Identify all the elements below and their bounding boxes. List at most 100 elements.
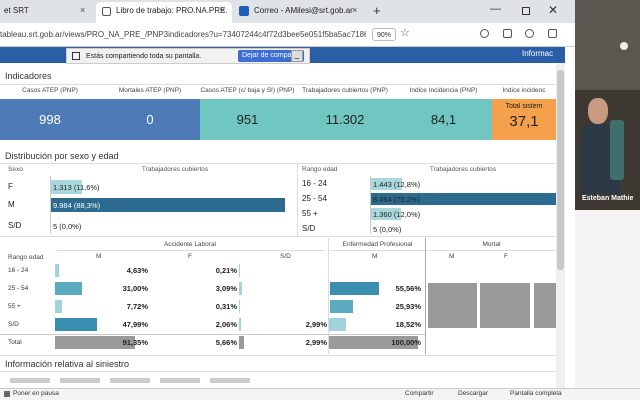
bookmark-star[interactable]: ☆: [400, 27, 410, 39]
fullscreen[interactable]: Pantalla completa: [510, 390, 562, 397]
bar: [55, 336, 136, 349]
sub-header: M: [372, 253, 378, 260]
section-title: Indicadores: [5, 71, 52, 81]
zoom[interactable]: 90%: [372, 28, 396, 41]
mortal-block: [534, 283, 556, 328]
row-value: 5 (0,0%): [373, 225, 402, 234]
cut-text: [10, 378, 50, 383]
cell-value: 100,00%: [391, 338, 421, 347]
kpi-label: Mortales ATEP (PNP): [118, 87, 182, 94]
window-min[interactable]: —: [490, 3, 501, 15]
cell-value: 47,99%: [122, 320, 148, 329]
tab-close[interactable]: ×: [80, 5, 86, 15]
mortal-block: [428, 283, 477, 328]
video-wall: [575, 0, 640, 90]
bar: [239, 336, 244, 349]
row-label: F: [8, 182, 13, 191]
kpi-value: 84,1: [430, 112, 457, 127]
cell-value: 31,00%: [122, 284, 148, 293]
row-label: 16 - 24: [302, 179, 327, 188]
bar: [55, 300, 62, 313]
kpi-sublabel: Total sistem: [505, 103, 543, 110]
cell-value: 5,66%: [215, 338, 237, 347]
cut-text: [160, 378, 200, 383]
bar: [371, 193, 556, 205]
bar: [51, 180, 82, 194]
tab-icon: [102, 7, 111, 16]
kpi-label: Indice Incidencia (PNP): [409, 87, 478, 94]
scroll-thumb: [557, 70, 564, 270]
cell-value: 2,99%: [305, 338, 327, 347]
tab-title[interactable]: Libro de trabajo: PRO.NA.PRE.: [116, 6, 228, 15]
stop-sharing[interactable]: Dejar de compartir: [238, 50, 304, 62]
hide-bar[interactable]: _: [291, 50, 303, 62]
toolbar-icon: [480, 29, 489, 38]
table-header: Trabajadores cubiertos: [429, 166, 497, 173]
group-header: Enfermedad Profesional: [342, 241, 413, 248]
group-line: [330, 250, 425, 251]
cell-value: 18,52%: [395, 320, 421, 329]
group-header: Accidente Laboral: [163, 241, 217, 248]
row-label: 25 - 54: [8, 285, 29, 292]
tab-title[interactable]: et SRT: [4, 6, 29, 15]
cell-value: 0,21%: [215, 266, 237, 275]
pause[interactable]: Poner en pausa: [13, 390, 59, 397]
row-label: 55 +: [302, 209, 318, 218]
cell-value: 4,63%: [126, 266, 148, 275]
share-icon: [72, 52, 80, 60]
bar: [51, 198, 285, 212]
separator: [0, 163, 556, 164]
group-line: [427, 250, 556, 251]
vsep: [425, 238, 426, 354]
kpi-value: 37,1: [509, 113, 539, 130]
new-tab[interactable]: +: [373, 3, 381, 18]
bottom-bar: [0, 388, 640, 400]
bottle: [610, 120, 624, 180]
video-name: Esteban Mathie: [582, 195, 634, 202]
kpi-value: 951: [236, 112, 259, 127]
divider: [50, 176, 51, 234]
toolbar: [0, 23, 575, 47]
download[interactable]: Descargar: [458, 390, 488, 397]
lamp: [620, 42, 628, 50]
separator: [0, 236, 556, 237]
row-label: 16 - 24: [8, 267, 29, 274]
bar: [55, 282, 83, 295]
bar: [371, 178, 403, 190]
url[interactable]: tableau.srt.gob.ar/views/PRO_NA_PRE_/PNP…: [0, 30, 366, 39]
kpi-label: Trabajadores cubiertos (PNP): [302, 87, 388, 94]
bar: [330, 318, 347, 331]
kpi-box: [295, 99, 395, 140]
toolbar-icon: [503, 29, 512, 38]
tab-close[interactable]: ×: [352, 5, 358, 15]
toolbar-icon: [548, 29, 557, 38]
group-line: [55, 250, 325, 251]
sub-header: M: [96, 253, 102, 260]
row-header: Rango edad: [8, 254, 44, 261]
share[interactable]: Compartir: [405, 390, 434, 397]
kpi-box: [395, 99, 492, 140]
tab-close[interactable]: ×: [220, 5, 226, 15]
row-label: M: [8, 200, 15, 209]
row-value: 1.313 (11,6%): [53, 183, 100, 192]
kpi-value: 11.302: [325, 112, 365, 127]
tab-title[interactable]: Correo - AMilesi@srt.gob.ar: [254, 6, 353, 15]
header-link: Informac: [522, 49, 554, 58]
row-value: 8.494 (75,2%): [373, 195, 421, 204]
bar: [330, 300, 353, 313]
table-header: Sexo: [8, 166, 23, 173]
bar: [239, 300, 240, 313]
bar: [371, 208, 401, 220]
window-close[interactable]: ✕: [548, 3, 559, 17]
sub-header: F: [504, 253, 508, 260]
tab-icon: [239, 6, 249, 16]
window-max: [522, 7, 530, 15]
row-label: S/D: [8, 221, 22, 230]
total-line: [0, 334, 425, 335]
cell-value: 2,99%: [305, 320, 327, 329]
separator: [0, 355, 556, 356]
kpi-box: [0, 99, 100, 140]
cell-value: 2,06%: [215, 320, 237, 329]
cut-text: [210, 378, 250, 383]
